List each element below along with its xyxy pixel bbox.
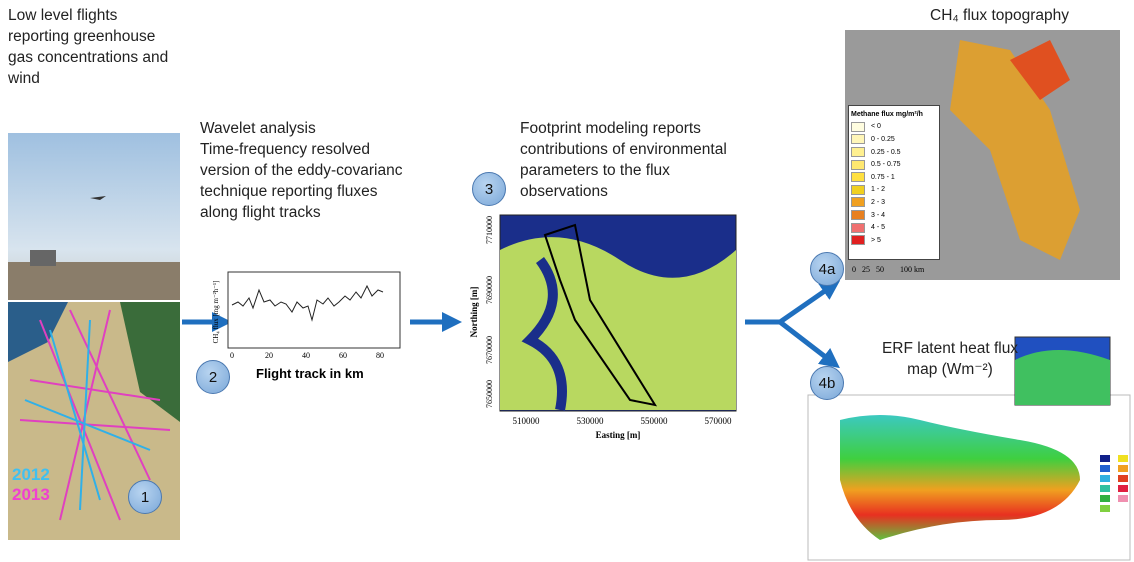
legend-label: 0.25 - 0.5 <box>871 149 901 156</box>
legend-swatch <box>851 122 865 132</box>
legend-items: < 0 0 - 0.25 0.25 - 0.5 0.5 - 0.75 0.75 - 1 1… <box>851 121 937 247</box>
legend-swatch <box>851 172 865 182</box>
legend-item: 0 - 0.25 <box>851 133 937 146</box>
step-heading: Wavelet analysis <box>200 118 415 139</box>
scale-bar: 0 25 50 100 km <box>852 265 925 274</box>
map-title: ERF latent heat flux map (Wm⁻²) <box>880 338 1020 380</box>
legend-swatch <box>851 197 865 207</box>
legend-title: Methane flux mg/m²/h <box>851 108 937 121</box>
y-label: CH₄ flux [mg m⁻²h⁻¹] <box>212 281 220 344</box>
legend-item: < 0 <box>851 121 937 134</box>
tick-label: 570000 <box>705 416 733 426</box>
tick-label: 20 <box>265 351 273 360</box>
x-label: Easting [m] <box>596 430 641 440</box>
step-text: Footprint modeling reports contributions… <box>520 118 730 202</box>
ground <box>8 262 180 300</box>
legend: Methane flux mg/m²/h < 0 0 - 0.25 0.25 - 0… <box>848 105 940 260</box>
legend-swatch <box>851 223 865 233</box>
legend-swatch <box>851 235 865 245</box>
legend-item: 0.25 - 0.5 <box>851 146 937 159</box>
step-text: Time-frequency resolved version of the e… <box>200 139 415 223</box>
tick-label: 550000 <box>641 416 669 426</box>
legend-swatch <box>851 210 865 220</box>
tick-label: 0 <box>230 351 234 360</box>
legend-item: 3 - 4 <box>851 209 937 222</box>
legend-label: < 0 <box>871 123 881 130</box>
step-badge: 3 <box>472 172 506 206</box>
legend-swatch <box>851 147 865 157</box>
year-label: 2012 <box>12 465 50 485</box>
building <box>30 250 56 266</box>
legend-label: 0 - 0.25 <box>871 136 895 143</box>
legend-swatch <box>851 185 865 195</box>
step-badge: 4a <box>810 252 844 286</box>
legend-item: > 5 <box>851 234 937 247</box>
legend-item: 4 - 5 <box>851 221 937 234</box>
legend-swatch <box>851 160 865 170</box>
legend-label: > 5 <box>871 237 881 244</box>
step-badge: 1 <box>128 480 162 514</box>
year-label: 2013 <box>12 485 50 505</box>
legend-item: 0.5 - 0.75 <box>851 158 937 171</box>
step-badge: 4b <box>810 366 844 400</box>
step-badge: 2 <box>196 360 230 394</box>
legend-item: 2 - 3 <box>851 196 937 209</box>
tick-label: 40 <box>302 351 310 360</box>
legend-label: 4 - 5 <box>871 224 885 231</box>
x-label: Flight track in km <box>256 366 364 381</box>
figure: CH₄ flux [mg m⁻²h⁻¹] 0 20 40 60 80 North… <box>0 0 1134 562</box>
inset-land <box>1015 350 1110 405</box>
tick-label: 530000 <box>577 416 605 426</box>
tick-label: 60 <box>339 351 347 360</box>
y-label: Northing [m] <box>469 287 479 338</box>
legend-item: 1 - 2 <box>851 184 937 197</box>
legend-swatch <box>851 134 865 144</box>
tick-label: 510000 <box>513 416 541 426</box>
tick-label: 7670000 <box>485 336 494 364</box>
map-title: CH₄ flux topography <box>930 5 1069 26</box>
step-text: Low level flights reporting greenhouse g… <box>8 5 180 89</box>
legend-label: 3 - 4 <box>871 212 885 219</box>
tick-label: 7650000 <box>485 380 494 408</box>
tick-label: 7690000 <box>485 276 494 304</box>
legend-label: 0.5 - 0.75 <box>871 161 901 168</box>
tick-label: 7710000 <box>485 216 494 244</box>
legend-label: 0.75 - 1 <box>871 174 895 181</box>
legend-label: 1 - 2 <box>871 186 885 193</box>
tick-label: 80 <box>376 351 384 360</box>
legend-label: 2 - 3 <box>871 199 885 206</box>
legend-item: 0.75 - 1 <box>851 171 937 184</box>
